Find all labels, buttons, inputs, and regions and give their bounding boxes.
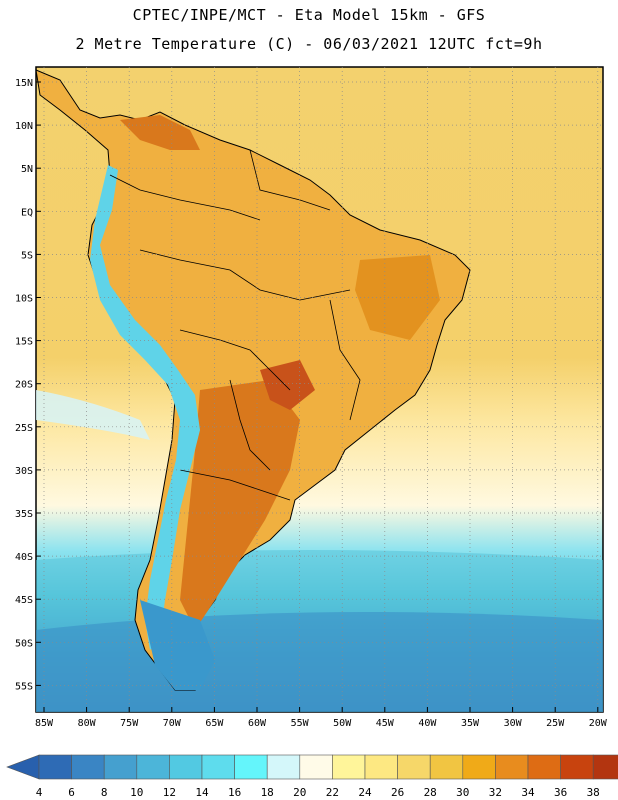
political-boundaries <box>109 149 361 501</box>
colorbar-label: 14 <box>195 786 209 799</box>
lat-tick-label: 15N <box>15 78 33 89</box>
lat-tick-label: 45S <box>15 595 33 606</box>
colorbar-label: 18 <box>261 786 274 799</box>
colorbar-label: 22 <box>326 786 339 799</box>
lon-tick-label: 65W <box>205 718 224 729</box>
colorbar-swatch <box>201 754 235 780</box>
colorbar-swatch <box>560 754 594 780</box>
lat-tick-label: 15S <box>15 337 33 348</box>
graticule <box>36 67 603 712</box>
lat-tick-label: 5S <box>21 250 33 261</box>
colorbar-swatch <box>429 754 464 780</box>
lon-tick-label: 80W <box>78 718 97 729</box>
south-america-landmass <box>35 69 471 691</box>
colorbar-swatch <box>332 754 366 780</box>
lat-tick-label: 30S <box>15 466 33 477</box>
colorbar-label: 20 <box>293 786 306 799</box>
colorbar-swatch <box>266 754 301 780</box>
colorbar-label: 36 <box>554 786 567 799</box>
lat-tick-label: EQ <box>21 207 33 218</box>
colorbar-low-arrow <box>6 754 40 780</box>
lon-tick-label: 55W <box>291 718 310 729</box>
colorbar-label: 12 <box>163 786 176 799</box>
lon-tick-label: 30W <box>504 718 523 729</box>
colorbar-swatch <box>234 754 268 780</box>
lat-tick-label: 40S <box>15 552 33 563</box>
lat-tick-label: 55S <box>15 681 33 692</box>
lat-tick-label: 25S <box>15 423 33 434</box>
colorbar-swatch <box>462 754 496 780</box>
lon-tick-label: 70W <box>163 718 182 729</box>
lon-tick-label: 25W <box>546 718 565 729</box>
colorbar-label: 4 <box>36 786 43 799</box>
colorbar-label: 10 <box>130 786 143 799</box>
colorbar-swatch <box>38 754 72 780</box>
lon-tick-label: 35W <box>461 718 480 729</box>
colorbar-swatch <box>592 754 618 780</box>
lon-tick-label: 75W <box>120 718 139 729</box>
map-title-line-1: CPTEC/INPE/MCT - Eta Model 15km - GFS <box>132 6 486 24</box>
colorbar-label: 38 <box>587 786 600 799</box>
lat-tick-label: 5N <box>21 164 33 175</box>
colorbar-swatch <box>527 754 561 780</box>
lon-tick-label: 40W <box>418 718 437 729</box>
lat-tick-label: 35S <box>15 509 33 520</box>
colorbar-label: 24 <box>358 786 372 799</box>
lat-tick-label: 10N <box>15 121 33 132</box>
lon-tick-label: 45W <box>376 718 395 729</box>
colorbar-swatch <box>495 754 529 780</box>
lon-tick-label: 20W <box>589 718 608 729</box>
colorbar-swatch <box>136 754 170 780</box>
colorbar-swatch <box>364 754 398 780</box>
lat-tick-label: 50S <box>15 638 33 649</box>
map-title-line-2: 2 Metre Temperature (C) - 06/03/2021 12U… <box>75 35 543 53</box>
colorbar-label: 16 <box>228 786 241 799</box>
colorbar-swatch <box>169 754 203 780</box>
lat-tick-label: 10S <box>15 294 33 305</box>
lat-tick-label: 20S <box>15 380 33 391</box>
longitude-axis: 85W 80W 75W 70W 65W 60W 55W 50W 45W 40W 35W 30W 25W 2… <box>35 707 608 729</box>
colorbar-swatch <box>71 754 105 780</box>
colorbar-label: 8 <box>101 786 108 799</box>
colorbar-label: 32 <box>489 786 502 799</box>
colorbar-swatch <box>299 754 333 780</box>
colorbar-label: 30 <box>456 786 469 799</box>
lon-tick-label: 50W <box>333 718 352 729</box>
lon-tick-label: 85W <box>35 718 54 729</box>
colorbar-swatch <box>103 754 138 780</box>
colorbar: 4 6 8 10 12 14 16 18 20 22 24 26 28 30 32 34 36 38 <box>6 754 618 799</box>
colorbar-label: 34 <box>521 786 535 799</box>
colorbar-swatch <box>397 754 431 780</box>
colorbar-label: 6 <box>68 786 75 799</box>
lon-tick-label: 60W <box>248 718 267 729</box>
colorbar-label: 26 <box>391 786 404 799</box>
colorbar-label: 28 <box>424 786 437 799</box>
latitude-axis: 15N 10N 5N EQ 5S 10S 15S 20S 25S 30S 35S 40S 45S 50S 5… <box>15 78 41 692</box>
